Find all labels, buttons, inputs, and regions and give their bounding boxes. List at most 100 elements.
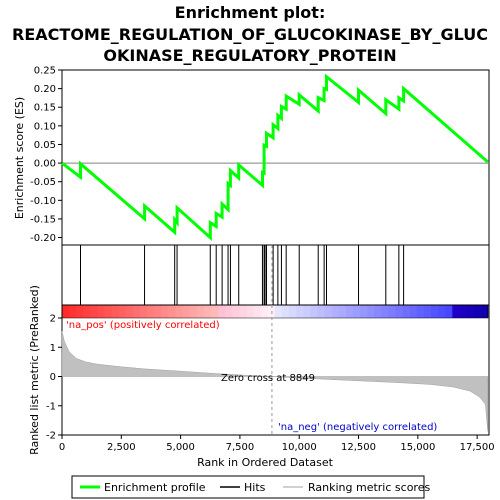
colorbar-segment <box>168 305 176 318</box>
es-y-tick-label: 0.20 <box>34 84 56 95</box>
colorbar-segment <box>76 305 84 318</box>
x-tick-label: 0 <box>59 442 65 453</box>
title-line-1: Enrichment plot: <box>175 3 326 22</box>
colorbar-segment <box>119 305 127 318</box>
colorbar-segment <box>303 305 311 318</box>
colorbar-segment <box>388 305 396 318</box>
x-axis-label: Rank in Ordered Dataset <box>197 456 334 469</box>
colorbar-segment <box>176 305 184 318</box>
x-tick-label: 17,500 <box>460 442 495 453</box>
colorbar-segment <box>161 305 169 318</box>
ranked-y-axis-label: Ranked list metric (PreRanked) <box>28 285 41 455</box>
es-y-tick-label: 0.25 <box>34 66 56 77</box>
colorbar-segment <box>140 305 148 318</box>
colorbar-segment <box>332 305 340 318</box>
colorbar-segment <box>197 305 205 318</box>
colorbar-segment <box>431 305 439 318</box>
colorbar-segment <box>296 305 304 318</box>
colorbar-segment <box>424 305 432 318</box>
zero-cross-label: Zero cross at 8849 <box>221 373 315 384</box>
colorbar-segment <box>112 305 120 318</box>
colorbar-segment <box>417 305 425 318</box>
colorbar-segment <box>282 305 290 318</box>
colorbar-segment <box>367 305 375 318</box>
colorbar-segment <box>374 305 382 318</box>
x-tick-label: 2,500 <box>107 442 136 453</box>
colorbar-segment <box>438 305 446 318</box>
colorbar-segment <box>218 305 226 318</box>
es-y-tick-label: -0.10 <box>30 196 56 207</box>
colorbar-segment <box>403 305 411 318</box>
es-y-tick-label: -0.05 <box>30 177 56 188</box>
colorbar-segment <box>459 305 467 318</box>
colorbar-segment <box>247 305 255 318</box>
colorbar-segment <box>310 305 318 318</box>
legend: Enrichment profile Hits Ranking metric s… <box>72 476 430 498</box>
colorbar-segment <box>353 305 361 318</box>
es-y-ticks: 0.25 0.20 0.15 0.10 0.05 0.00 -0.05 -0.10 -0.15 -… <box>30 66 62 245</box>
colorbar-segment <box>90 305 98 318</box>
es-y-tick-label: 0.10 <box>34 121 56 132</box>
es-y-tick-label: 0.15 <box>34 103 56 114</box>
colorbar-segment <box>289 305 297 318</box>
colorbar-segment <box>346 305 354 318</box>
colorbar-segment <box>410 305 418 318</box>
colorbar-segment <box>232 305 240 318</box>
legend-enrichment-label: Enrichment profile <box>104 481 206 494</box>
es-y-tick-label: -0.15 <box>30 214 56 225</box>
colorbar-segment <box>261 305 269 318</box>
colorbar-segment <box>481 305 489 318</box>
x-tick-label: 10,000 <box>282 442 317 453</box>
ranked-y-tick-label: -2 <box>46 431 56 442</box>
hits-panel-frame <box>62 245 489 305</box>
colorbar-segment <box>154 305 162 318</box>
colorbar-segment <box>445 305 453 318</box>
es-y-axis-label: Enrichment score (ES) <box>13 97 26 219</box>
legend-ranking-label: Ranking metric scores <box>308 481 430 494</box>
colorbar-segment <box>239 305 247 318</box>
colorbar-segment <box>254 305 262 318</box>
colorbar-segment <box>147 305 155 318</box>
colorbar-segment <box>452 305 460 318</box>
colorbar-segment <box>381 305 389 318</box>
colorbar-segment <box>183 305 191 318</box>
colorbar-segment <box>69 305 77 318</box>
colorbar-segment <box>317 305 325 318</box>
colorbar-segment <box>339 305 347 318</box>
colorbar-segment <box>474 305 482 318</box>
es-y-tick-label: -0.20 <box>30 233 56 244</box>
ranked-y-tick-label: 1 <box>50 343 56 354</box>
x-ticks: 0 2,500 5,000 7,500 10,000 12,500 15,000 17,500 <box>59 435 495 453</box>
ranked-y-tick-label: 0 <box>50 372 56 383</box>
colorbar-segment <box>190 305 198 318</box>
x-tick-label: 5,000 <box>166 442 195 453</box>
ranked-y-tick-label: 2 <box>50 314 56 325</box>
colorbar-segment <box>360 305 368 318</box>
colorbar-segment <box>105 305 113 318</box>
x-tick-label: 15,000 <box>400 442 435 453</box>
colorbar-segment <box>275 305 283 318</box>
negative-correlation-label: 'na_neg' (negatively correlated) <box>278 422 437 433</box>
colorbar-segment <box>396 305 404 318</box>
positive-correlation-label: 'na_pos' (positively correlated) <box>66 320 220 331</box>
colorbar-segment <box>225 305 233 318</box>
x-tick-label: 12,500 <box>341 442 376 453</box>
title-line-3: OKINASE_REGULATORY_PROTEIN <box>103 46 396 65</box>
title-line-2: REACTOME_REGULATION_OF_GLUCOKINASE_BY_GL… <box>12 25 488 44</box>
colorbar-segment <box>62 305 70 318</box>
colorbar-segment <box>204 305 212 318</box>
es-y-tick-label: 0.05 <box>34 140 56 151</box>
legend-hits-label: Hits <box>244 481 266 494</box>
x-tick-label: 7,500 <box>226 442 255 453</box>
es-y-tick-label: 0.00 <box>34 159 56 170</box>
colorbar-segment <box>211 305 219 318</box>
colorbar-segment <box>83 305 91 318</box>
colorbar-segment <box>325 305 333 318</box>
colorbar-segment <box>133 305 141 318</box>
ranked-y-tick-label: -1 <box>46 401 56 412</box>
colorbar-segment <box>126 305 134 318</box>
es-panel-frame <box>62 70 489 245</box>
ranked-y-ticks: 2 1 0 -1 -2 <box>46 314 62 442</box>
rank-colorbar <box>62 305 488 318</box>
